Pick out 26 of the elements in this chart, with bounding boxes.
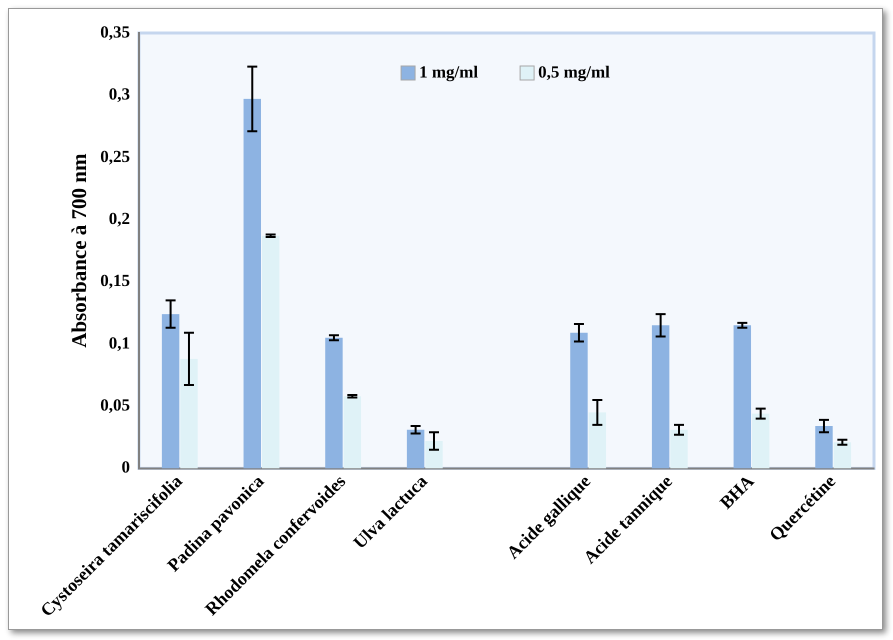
bar bbox=[325, 338, 343, 468]
y-tick-label: 0,35 bbox=[100, 22, 130, 42]
y-tick-label: 0,25 bbox=[100, 146, 130, 166]
bar bbox=[815, 426, 833, 468]
y-tick-label: 0,15 bbox=[100, 271, 130, 290]
bar bbox=[162, 314, 180, 468]
bar bbox=[834, 442, 852, 468]
bar bbox=[262, 236, 280, 468]
y-tick-label: 0,2 bbox=[108, 208, 130, 228]
bar bbox=[652, 325, 670, 468]
y-tick-label: 0,05 bbox=[100, 396, 130, 415]
y-axis-title: Absorbance à 700 nm bbox=[67, 153, 92, 348]
y-tick-label: 0 bbox=[121, 458, 130, 477]
bar bbox=[734, 325, 752, 468]
y-tick-label: 0,3 bbox=[108, 84, 130, 104]
bar bbox=[244, 98, 261, 468]
bar bbox=[588, 412, 606, 468]
bar bbox=[406, 430, 424, 468]
bar bbox=[180, 358, 198, 468]
bar bbox=[344, 396, 362, 468]
bar bbox=[570, 332, 588, 468]
bar bbox=[752, 414, 770, 468]
legend-label: 0,5 mg/ml bbox=[538, 62, 610, 82]
bar bbox=[670, 430, 688, 468]
legend-label: 1 mg/ml bbox=[419, 62, 478, 82]
y-tick-label: 0,1 bbox=[108, 333, 130, 352]
